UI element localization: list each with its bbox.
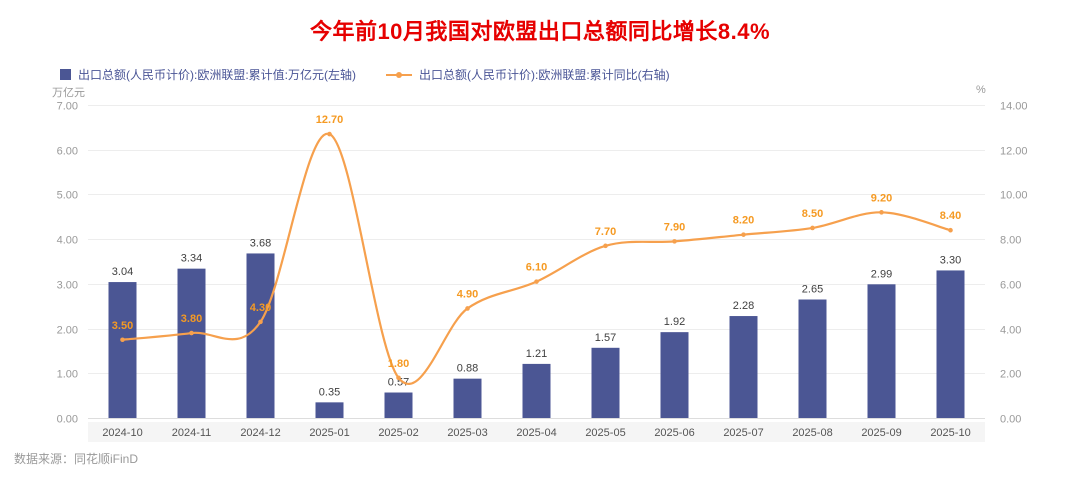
line-point — [672, 239, 677, 244]
line-point — [258, 319, 263, 325]
x-axis-label: 2024-11 — [172, 427, 212, 439]
data-source: 数据来源：同花顺iFinD — [14, 452, 139, 466]
left-axis-unit: 万亿元 — [52, 87, 85, 99]
bar-value-label: 3.68 — [250, 237, 271, 249]
y-axis-tick-left: 6.00 — [57, 146, 78, 158]
legend: 出口总额(人民币计价):欧洲联盟:累计值:万亿元(左轴) 出口总额(人民币计价)… — [60, 66, 670, 83]
bar — [591, 347, 620, 418]
x-axis-label: 2025-07 — [723, 427, 763, 439]
y-axis-tick-left: 3.00 — [57, 280, 78, 292]
y-axis-tick-right: 14.00 — [1000, 101, 1028, 113]
y-axis-tick-right: 4.00 — [1000, 325, 1021, 337]
line-value-label: 12.70 — [316, 114, 344, 126]
right-axis-unit: % — [976, 84, 986, 96]
line-value-label: 7.90 — [664, 221, 685, 233]
chart-title: 今年前10月我国对欧盟出口总额同比增长8.4% — [309, 19, 771, 44]
x-axis-label: 2024-12 — [240, 427, 280, 439]
bar-value-label: 3.04 — [112, 266, 133, 278]
x-axis-label: 2025-09 — [861, 427, 901, 439]
y-axis-tick-left: 7.00 — [57, 101, 78, 113]
bar — [660, 332, 689, 418]
y-axis-tick-left: 4.00 — [57, 235, 78, 247]
y-axis-tick-left: 5.00 — [57, 190, 78, 202]
bar-value-label: 3.30 — [940, 254, 961, 266]
x-axis-label: 2025-06 — [654, 427, 694, 439]
bar-value-label: 2.65 — [802, 284, 823, 296]
line-value-label: 4.30 — [250, 302, 271, 314]
legend-item-bar-series[interactable]: 出口总额(人民币计价):欧洲联盟:累计值:万亿元(左轴) — [60, 66, 356, 83]
x-axis-band — [88, 422, 985, 442]
line-point — [120, 337, 125, 343]
bar — [384, 392, 413, 418]
bar-value-label: 0.88 — [457, 363, 478, 375]
bar-value-label: 0.35 — [319, 386, 340, 398]
line-value-label: 4.90 — [457, 288, 478, 300]
bar-value-label: 2.99 — [871, 268, 892, 280]
line-value-label: 6.10 — [526, 262, 547, 274]
line-value-label: 3.80 — [181, 313, 202, 325]
legend-label-line-series: 出口总额(人民币计价):欧洲联盟:累计同比(右轴) — [419, 68, 670, 82]
y-axis-tick-right: 2.00 — [1000, 369, 1021, 381]
bar — [798, 299, 827, 418]
y-axis-tick-left: 0.00 — [57, 414, 78, 426]
line-point — [603, 243, 608, 249]
line-value-label: 9.20 — [871, 192, 892, 204]
bar-value-label: 2.28 — [733, 300, 754, 312]
y-axis-tick-left: 2.00 — [57, 325, 78, 337]
line-point — [948, 227, 953, 233]
y-axis-tick-right: 0.00 — [1000, 414, 1021, 426]
bar — [522, 363, 551, 418]
bar-value-label: 1.21 — [526, 348, 547, 360]
line-value-label: 8.40 — [940, 210, 961, 222]
bar — [177, 268, 206, 418]
x-axis-label: 2025-04 — [516, 427, 556, 439]
x-axis-label: 2025-03 — [447, 427, 487, 439]
line-point — [189, 330, 194, 336]
x-axis-label: 2025-10 — [930, 427, 970, 439]
bar-value-label: 3.34 — [181, 253, 202, 265]
bar — [246, 253, 275, 418]
bar-value-label: 1.92 — [664, 316, 685, 328]
line-point — [534, 279, 539, 284]
bar — [108, 282, 137, 418]
line-value-label: 1.80 — [388, 358, 409, 370]
line-series-swatch-icon — [386, 71, 412, 78]
line-point — [741, 232, 746, 237]
x-axis-label: 2025-08 — [792, 427, 832, 439]
line-point — [879, 210, 884, 215]
line-value-label: 8.50 — [802, 208, 823, 220]
bar-value-label: 1.57 — [595, 332, 616, 344]
line-point — [465, 306, 470, 311]
x-axis-label: 2025-05 — [585, 427, 625, 439]
x-axis-label: 2025-02 — [378, 427, 418, 439]
x-axis-label: 2024-10 — [102, 427, 142, 439]
x-axis-label: 2025-01 — [309, 427, 349, 439]
line-value-label: 7.70 — [595, 226, 616, 238]
line-value-label: 3.50 — [112, 320, 133, 332]
bar-value-label: 0.57 — [388, 377, 409, 389]
y-axis-tick-right: 10.00 — [1000, 190, 1028, 202]
bar — [867, 284, 896, 418]
line-point — [396, 375, 401, 381]
legend-label-bar-series: 出口总额(人民币计价):欧洲联盟:累计值:万亿元(左轴) — [78, 68, 356, 82]
y-axis-tick-right: 8.00 — [1000, 235, 1021, 247]
bar — [315, 402, 344, 418]
bar — [453, 378, 482, 418]
y-axis-tick-left: 1.00 — [57, 369, 78, 381]
bar-series-swatch-icon — [60, 69, 71, 80]
y-axis-tick-right: 6.00 — [1000, 280, 1021, 292]
legend-item-line-series[interactable]: 出口总额(人民币计价):欧洲联盟:累计同比(右轴) — [386, 66, 670, 83]
line-point — [327, 131, 332, 137]
line-point — [810, 225, 815, 231]
bar — [936, 270, 965, 418]
y-axis-tick-right: 12.00 — [1000, 146, 1028, 158]
bar — [729, 316, 758, 418]
line-value-label: 8.20 — [733, 215, 754, 227]
